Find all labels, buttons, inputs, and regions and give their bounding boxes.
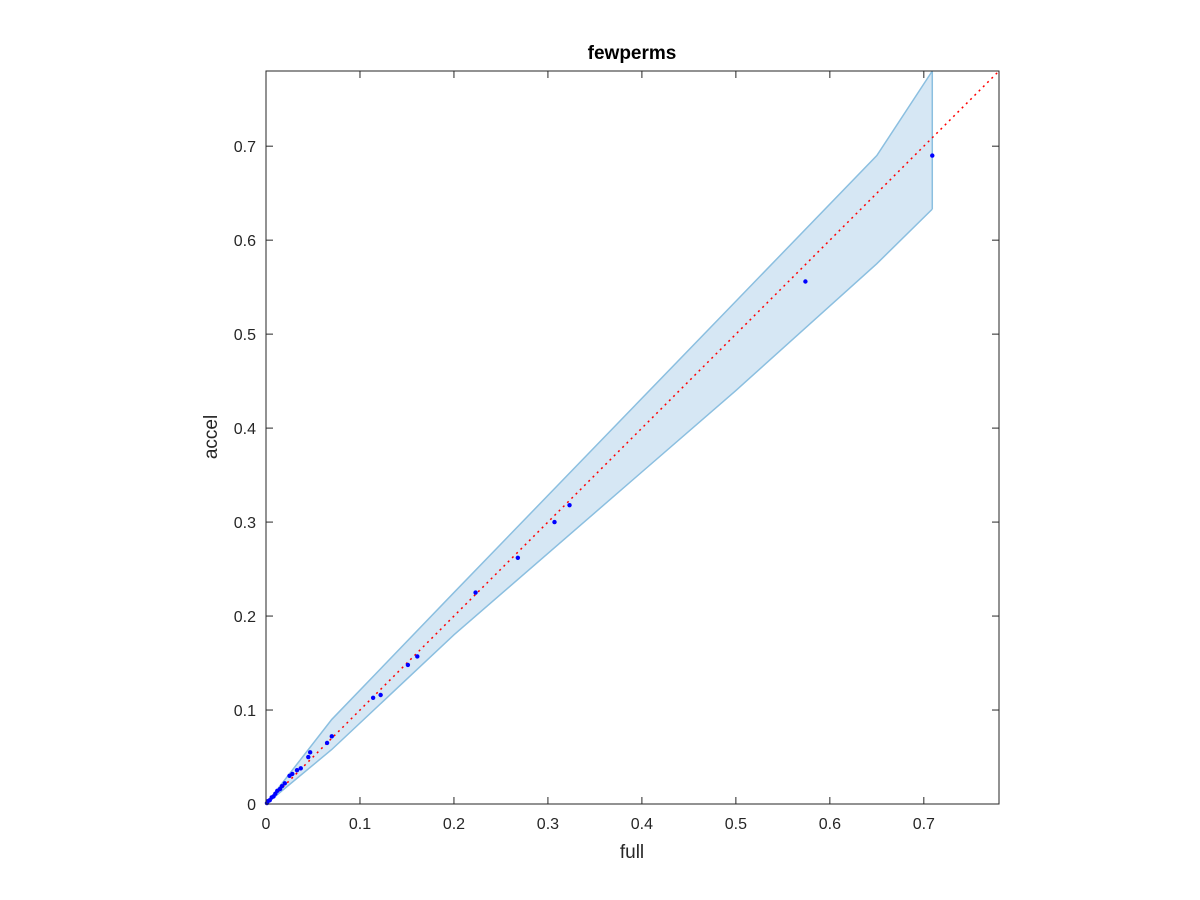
chart-title: fewperms (588, 43, 677, 64)
data-point (378, 692, 383, 698)
x-tick-label: 0 (262, 816, 271, 833)
y-axis-ticks: 0 0.1 0.2 0.3 0.4 0.5 0.6 0.7 (234, 139, 999, 814)
data-point (298, 766, 303, 771)
y-tick-label: 0.3 (234, 515, 256, 532)
data-point (552, 519, 557, 525)
x-tick-label: 0.1 (349, 816, 371, 833)
x-tick-label: 0.3 (537, 816, 559, 833)
data-point (279, 783, 285, 789)
data-point (294, 767, 300, 773)
y-tick-label: 0 (247, 797, 256, 814)
y-tick-label: 0.2 (234, 609, 256, 626)
x-tick-label: 0.5 (725, 816, 747, 833)
plot-frame (265, 70, 1000, 805)
data-point (282, 781, 287, 786)
data-point (930, 153, 935, 158)
data-point (329, 734, 334, 739)
x-axis-ticks: 0 0.1 0.2 0.3 0.4 0.5 0.6 0.7 (262, 71, 935, 833)
x-axis-label: full (620, 842, 644, 863)
y-tick-label: 0.6 (234, 233, 256, 250)
y-axis-label: accel (201, 415, 222, 459)
y-tick-label: 0.4 (234, 421, 256, 438)
y-tick-label: 0.1 (234, 703, 256, 720)
data-point (290, 771, 295, 777)
data-point (515, 555, 521, 560)
data-point (803, 279, 808, 284)
data-point (473, 590, 478, 595)
data-point (370, 695, 376, 701)
y-tick-label: 0.5 (234, 327, 256, 344)
data-points-layer (264, 153, 935, 806)
confidence-band-layer (265, 70, 934, 805)
data-point (415, 654, 420, 659)
x-tick-label: 0.7 (913, 816, 935, 833)
data-point (324, 740, 330, 746)
x-tick-label: 0.2 (443, 816, 465, 833)
confidence-band-area (266, 71, 933, 804)
data-point (307, 750, 313, 755)
x-tick-label: 0.6 (819, 816, 841, 833)
data-point (405, 662, 411, 668)
data-point (567, 502, 572, 508)
data-point (306, 754, 311, 760)
band-upper-edge (265, 70, 933, 805)
x-tick-label: 0.4 (631, 816, 653, 833)
y-tick-label: 0.7 (234, 139, 256, 156)
band-lower-edge (265, 208, 933, 805)
